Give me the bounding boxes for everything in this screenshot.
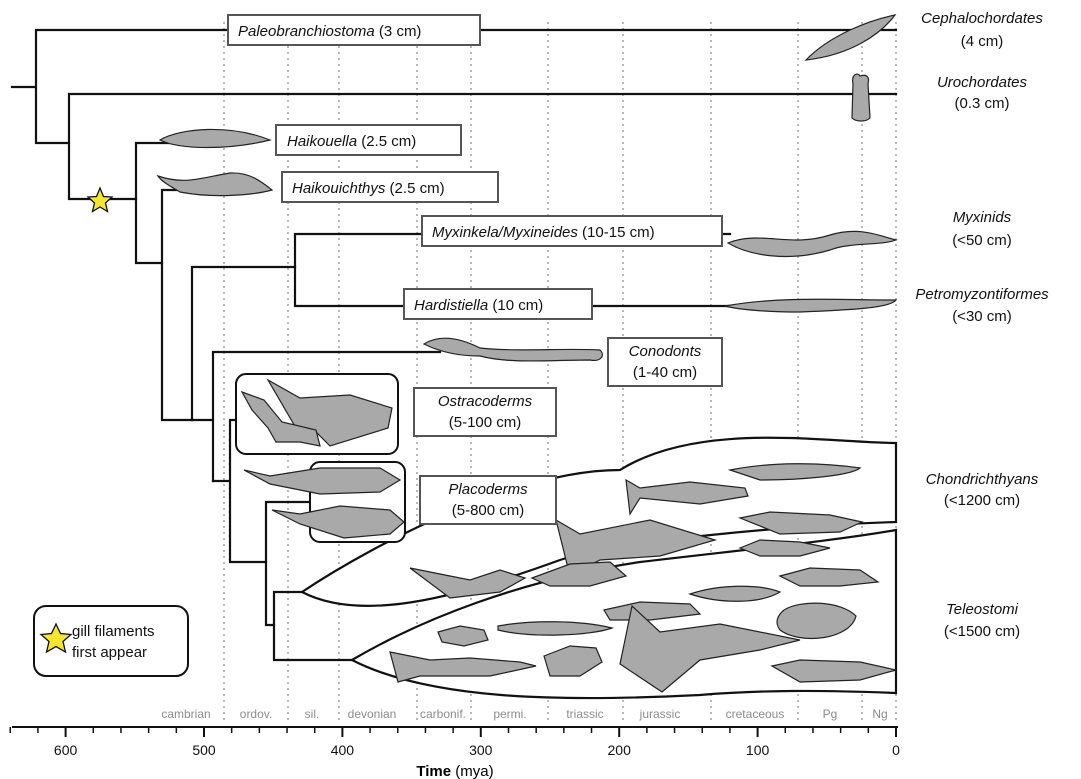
- tick-label: 100: [746, 742, 770, 758]
- myxinkela-box: [421, 215, 723, 247]
- period-label: Pg: [823, 707, 838, 721]
- cephalochordates-size: (4 cm): [961, 33, 1004, 50]
- legend: gill filaments first appear: [33, 605, 189, 677]
- haikouella-silhouette: [158, 128, 272, 149]
- time-axis: 600 500 400 300 200 100 0 Time (mya): [9, 726, 900, 779]
- conodont-silhouette: [422, 337, 603, 362]
- conodonts-size: (1-40 cm): [633, 364, 697, 381]
- chondrichthyan-silhouettes: [409, 463, 864, 599]
- cephalochordate-silhouette: [804, 14, 897, 61]
- period-label: ordov.: [240, 707, 272, 721]
- axis-title: Time (mya): [416, 763, 493, 779]
- placoderms-size: (5-800 cm): [452, 502, 525, 519]
- myxinid-silhouette: [726, 230, 899, 258]
- myxinkela-size: (10-15 cm): [578, 224, 655, 241]
- urochordates-size: (0.3 cm): [954, 95, 1009, 112]
- hardistiella-size: (10 cm): [488, 297, 543, 314]
- haikouella-name: Haikouella: [287, 133, 357, 150]
- haikouella-size: (2.5 cm): [357, 133, 416, 150]
- period-label: permi.: [493, 707, 526, 721]
- myxinkela-name: Myxinkela/Myxineides: [432, 224, 578, 241]
- teleostomi-silhouettes: [389, 567, 897, 693]
- haikouella-label: Haikouella (2.5 cm): [287, 133, 416, 150]
- hardistiella-name: Hardistiella: [414, 297, 488, 314]
- placoderm-silhouette-1: [243, 467, 402, 495]
- axis-ticks: 600 500 400 300 200 100 0: [9, 727, 900, 758]
- urochordate-silhouette: [851, 73, 871, 122]
- tick-label: 300: [469, 742, 493, 758]
- placoderm-silhouette-2: [271, 505, 405, 539]
- hardistiella-box: [403, 288, 593, 320]
- tick-label: 200: [608, 742, 632, 758]
- chondrichthyans-name: Chondrichthyans: [926, 471, 1039, 488]
- conodonts-box: [607, 337, 723, 387]
- paleobranchiostoma-label: Paleobranchiostoma (3 cm): [238, 23, 421, 40]
- tick-label: 400: [331, 742, 355, 758]
- legend-text-line1: gill filaments: [72, 623, 155, 640]
- teleostomi-name: Teleostomi: [946, 601, 1019, 618]
- hardistiella-label: Hardistiella (10 cm): [414, 297, 543, 314]
- urochordates-name: Urochordates: [937, 74, 1028, 91]
- period-label: cambrian: [161, 707, 210, 721]
- petromyzontiformes-name: Petromyzontiformes: [915, 286, 1049, 303]
- haikouichthys-label: Haikouichthys (2.5 cm): [292, 180, 445, 197]
- ostracoderms-box: [413, 387, 557, 437]
- period-label: carbonif.: [420, 707, 466, 721]
- cephalochordates-name: Cephalochordates: [921, 10, 1043, 27]
- paleobranchiostoma-name: Paleobranchiostoma: [238, 23, 375, 40]
- teleostomi-size: (<1500 cm): [944, 623, 1020, 640]
- period-label: cretaceous: [726, 707, 785, 721]
- tick-label: 500: [192, 742, 216, 758]
- myxinids-name: Myxinids: [953, 209, 1012, 226]
- period-label: jurassic: [639, 707, 681, 721]
- myxinkela-label: Myxinkela/Myxineides (10-15 cm): [432, 224, 655, 241]
- petromyzontiformes-size: (<30 cm): [952, 308, 1012, 325]
- ostracoderms-name: Ostracoderms: [438, 393, 533, 410]
- haikouichthys-box: [281, 171, 499, 203]
- axis-title-bold: Time: [416, 763, 451, 779]
- period-label: Ng: [872, 707, 887, 721]
- placoderms-name: Placoderms: [448, 481, 528, 498]
- chondrichthyans-size: (<1200 cm): [944, 492, 1020, 509]
- ostracoderm-silhouette-2: [240, 390, 321, 447]
- placoderms-box: [419, 475, 557, 525]
- period-label: triassic: [566, 707, 603, 721]
- tick-label: 600: [54, 742, 78, 758]
- legend-star-icon: [39, 622, 73, 654]
- petromyzontiform-silhouette: [724, 298, 898, 313]
- legend-text-line2: first appear: [72, 644, 147, 661]
- axis-title-unit: (mya): [451, 763, 494, 779]
- paleobranchiostoma-box: [227, 14, 481, 46]
- paleobranchiostoma-size: (3 cm): [375, 23, 422, 40]
- myxinids-size: (<50 cm): [952, 232, 1012, 249]
- period-label: devonian: [348, 707, 397, 721]
- tick-label: 0: [892, 742, 900, 758]
- legend-box: [33, 605, 189, 677]
- period-label: sil.: [305, 707, 320, 721]
- ostracoderms-size: (5-100 cm): [449, 414, 522, 431]
- conodonts-name: Conodonts: [629, 343, 702, 360]
- haikouichthys-name: Haikouichthys: [292, 180, 386, 197]
- haikouichthys-silhouette: [156, 172, 274, 197]
- star-icon: [86, 186, 114, 213]
- period-labels: cambrian ordov. sil. devonian carbonif. …: [161, 707, 887, 721]
- haikouella-box: [275, 124, 462, 156]
- haikouichthys-size: (2.5 cm): [385, 180, 444, 197]
